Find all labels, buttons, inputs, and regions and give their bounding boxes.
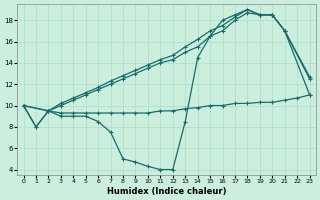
X-axis label: Humidex (Indice chaleur): Humidex (Indice chaleur) — [107, 187, 226, 196]
